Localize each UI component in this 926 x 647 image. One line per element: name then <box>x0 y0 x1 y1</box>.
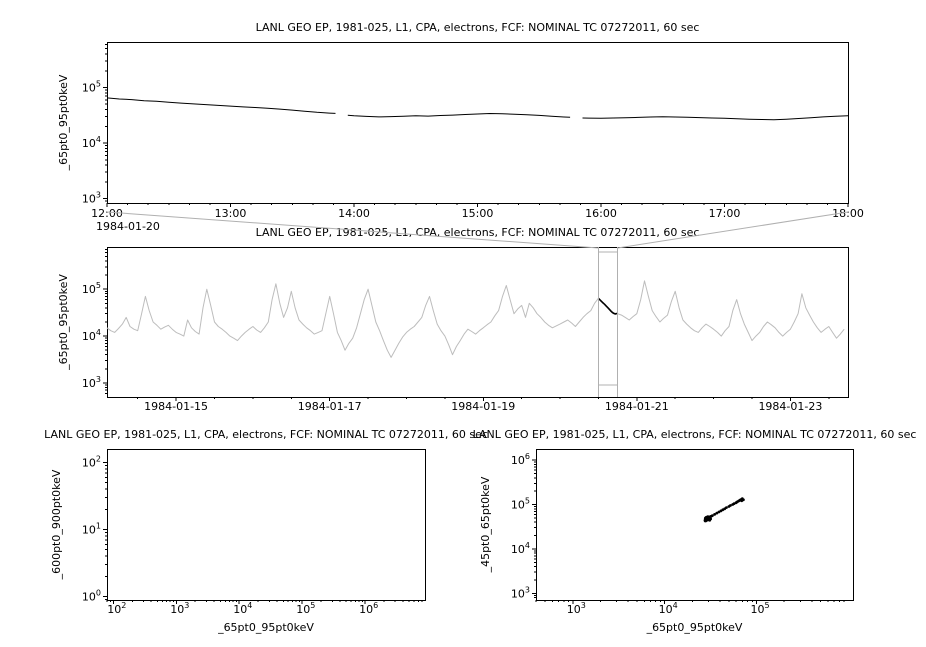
scatter-point <box>703 517 707 520</box>
axis-tick-label: 102 <box>82 454 101 469</box>
panel-scatter-45-65[interactable]: 103 104 105 106 103 104 105 LANL GEO EP, 1981-0… <box>473 428 917 634</box>
axis-tick-label: 18:00 <box>832 207 864 220</box>
y-axis-label: _600pt0_900pt0keV <box>50 469 63 580</box>
axis-tick-label: 106 <box>511 452 530 467</box>
axis-tick-label: 15:00 <box>462 207 494 220</box>
axis-tick-label: 103 <box>567 601 586 616</box>
axis-tick-label: 103 <box>82 191 101 206</box>
panel-context-timeseries[interactable]: 103 104 105 1984-01-15 1984-01-17 1984-01-19 1… <box>57 226 849 413</box>
x-axis-label: _65pt0_95pt0keV <box>646 621 743 634</box>
plot-frame <box>107 42 849 204</box>
axis-tick-label: 12:00 <box>91 207 123 220</box>
axis-tick-label: 103 <box>170 601 189 616</box>
axis-tick-label: 100 <box>82 589 101 604</box>
axis-tick-label: 104 <box>233 601 252 616</box>
plot-frame <box>107 449 426 601</box>
scatter-point <box>740 499 744 503</box>
zoom-selection-box[interactable] <box>597 247 619 397</box>
axis-tick-label: 1984-01-15 <box>144 400 208 413</box>
axis-tick-label: 1984-01-19 <box>451 400 515 413</box>
axis-tick-label: 101 <box>82 522 101 537</box>
plot-frame <box>536 449 854 601</box>
axis-tick-label: 14:00 <box>338 207 370 220</box>
axis-tick-label: 105 <box>82 80 101 95</box>
series-highlight-zoom-range <box>597 297 618 315</box>
axis-tick-label: 105 <box>296 601 315 616</box>
axis-tick-label: 103 <box>511 585 530 600</box>
scatter-point <box>713 513 716 516</box>
zoom-connector-left <box>106 211 599 249</box>
series-context-flux-gray <box>106 280 845 358</box>
axis-tick-label: 103 <box>82 375 101 390</box>
axis-tick-label: 104 <box>659 601 678 616</box>
series-electron-flux-65-95keV <box>347 113 571 118</box>
panel-scatter-600-900[interactable]: 100 101 102 102 103 104 105 106 LANL GEO EP, 198… <box>44 428 488 634</box>
axis-tick-label: 104 <box>82 135 101 150</box>
scatter-point <box>729 504 732 507</box>
axis-tick-label: 106 <box>359 601 378 616</box>
scatter-point <box>715 511 719 515</box>
panel-title: LANL GEO EP, 1981-025, L1, CPA, electron… <box>256 21 700 34</box>
axis-tick-label: 1984-01-21 <box>605 400 669 413</box>
axis-tick-label: 13:00 <box>215 207 247 220</box>
scatter-point <box>725 506 728 509</box>
axis-tick-label: 104 <box>82 328 101 343</box>
plot-frame <box>107 247 849 398</box>
y-axis-label: _45pt0_65pt0keV <box>479 476 492 573</box>
scatter-point <box>708 518 712 522</box>
axis-tick-label: 104 <box>511 541 530 556</box>
axis-tick-label: 102 <box>107 601 126 616</box>
scatter-point <box>710 514 714 518</box>
panel-title: LANL GEO EP, 1981-025, L1, CPA, electron… <box>256 226 700 239</box>
series-electron-flux-65-95keV <box>106 97 336 114</box>
panel-title: LANL GEO EP, 1981-025, L1, CPA, electron… <box>473 428 917 441</box>
axis-tick-label: 16:00 <box>585 207 617 220</box>
axis-tick-label: 105 <box>82 281 101 296</box>
axis-tick-label: 105 <box>751 601 770 616</box>
y-axis-label: _65pt0_95pt0keV <box>57 274 70 371</box>
y-axis-label: _65pt0_95pt0keV <box>57 74 70 171</box>
series-electron-flux-65-95keV <box>582 115 849 121</box>
zoom-connector-right <box>617 211 849 249</box>
axis-tick-label: 105 <box>511 497 530 512</box>
panel-zoom-timeseries[interactable]: 103 104 105 12:00 13:00 14:00 15:00 16:00 17:00 1… <box>57 21 864 233</box>
x-axis-context-date: 1984-01-20 <box>96 220 160 233</box>
axis-tick-label: 17:00 <box>709 207 741 220</box>
axis-tick-label: 1984-01-17 <box>298 400 362 413</box>
panel-title: LANL GEO EP, 1981-025, L1, CPA, electron… <box>44 428 488 441</box>
x-axis-label: _65pt0_95pt0keV <box>217 621 314 634</box>
axis-tick-label: 1984-01-23 <box>758 400 822 413</box>
